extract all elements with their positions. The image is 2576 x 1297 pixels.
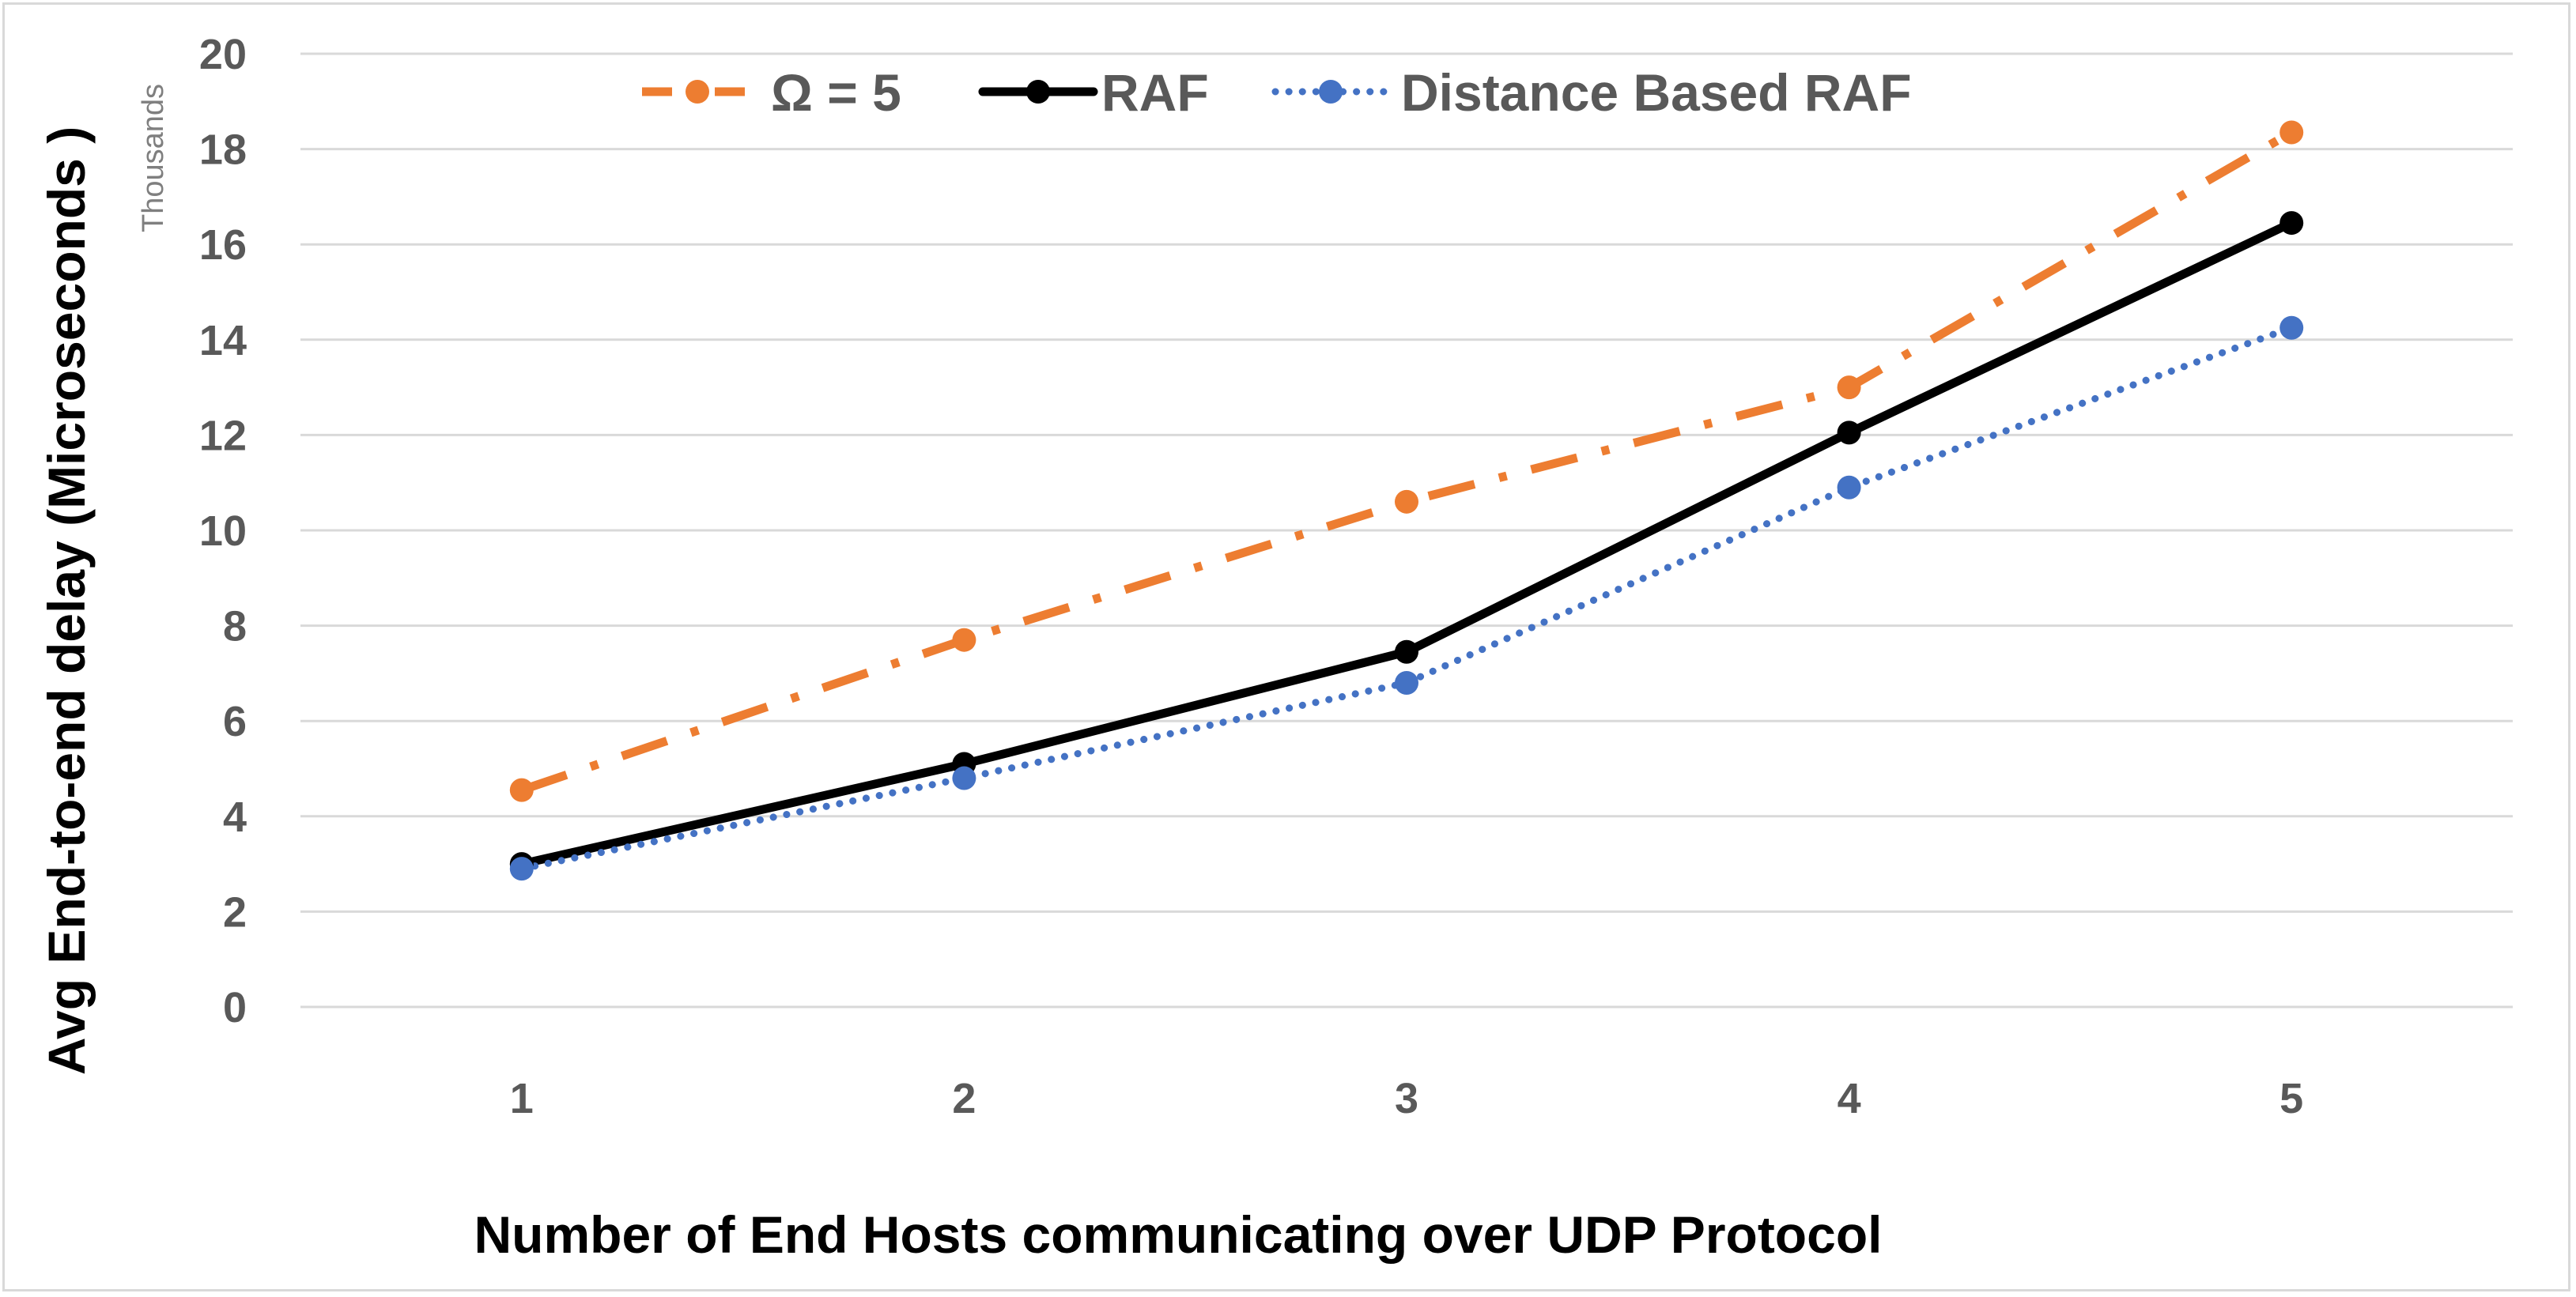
data-point-series-3 — [1395, 670, 1418, 695]
data-point-series-3 — [952, 766, 976, 790]
y-tick-label: 10 — [199, 507, 247, 555]
series-line-2 — [517, 218, 2296, 869]
y-axis-tick-labels: 0 2 4 6 8 10 12 14 16 18 20 — [199, 31, 247, 1031]
data-point-series-3 — [509, 857, 534, 881]
data-point-series-2 — [1395, 639, 1418, 664]
y-tick-label: 14 — [199, 317, 247, 364]
series-line-3 — [518, 324, 2295, 873]
series-points — [509, 120, 2304, 881]
y-tick-label: 18 — [199, 126, 247, 174]
y-tick-label: 2 — [223, 888, 247, 936]
legend: Ω = 5 RAF Distance Based RAF — [642, 63, 1912, 122]
legend-item: Ω = 5 — [642, 63, 901, 122]
series-line-1 — [520, 128, 2294, 794]
data-point-series-1 — [2279, 120, 2304, 145]
data-point-series-3 — [1837, 475, 1861, 500]
data-point-series-1 — [509, 778, 534, 802]
legend-marker-3 — [1319, 80, 1343, 104]
x-tick-label: 4 — [1838, 1075, 1861, 1122]
y-axis-title: Avg End-to-end delay (Microseconds ) — [37, 126, 96, 1075]
legend-label: Distance Based RAF — [1401, 63, 1912, 122]
x-tick-label: 3 — [1395, 1075, 1418, 1122]
x-axis-title: Number of End Hosts communicating over U… — [474, 1205, 1882, 1264]
legend-marker-2 — [1026, 80, 1050, 104]
y-tick-label: 0 — [223, 984, 247, 1031]
y-axis-units-label: Thousands — [137, 84, 170, 232]
data-point-series-3 — [2279, 315, 2304, 340]
x-tick-label: 1 — [510, 1075, 534, 1122]
y-tick-label: 6 — [223, 698, 247, 745]
data-point-series-1 — [952, 628, 976, 652]
y-tick-label: 20 — [199, 31, 247, 78]
y-tick-label: 8 — [223, 603, 247, 650]
y-tick-label: 4 — [223, 794, 247, 841]
x-axis-tick-labels: 1 2 3 4 5 — [510, 1075, 2303, 1122]
legend-item: RAF — [978, 63, 1209, 122]
data-point-series-1 — [1837, 375, 1861, 400]
y-tick-label: 16 — [199, 221, 247, 269]
x-tick-label: 5 — [2279, 1075, 2303, 1122]
legend-item: Distance Based RAF — [1271, 63, 1912, 122]
data-point-series-2 — [1837, 420, 1861, 445]
legend-marker-1 — [686, 80, 709, 104]
data-point-series-1 — [1395, 489, 1418, 514]
gridlines — [300, 52, 2513, 1009]
data-point-series-2 — [2279, 211, 2304, 236]
x-tick-label: 2 — [952, 1075, 976, 1122]
y-tick-label: 12 — [199, 412, 247, 459]
legend-label: Ω = 5 — [771, 63, 901, 122]
legend-label: RAF — [1101, 63, 1209, 122]
